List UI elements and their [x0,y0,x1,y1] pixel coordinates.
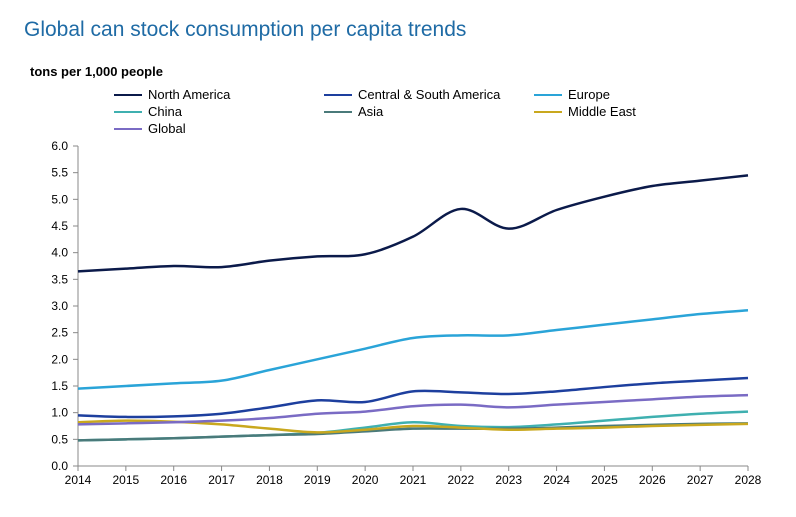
series-line [78,175,748,271]
svg-text:2021: 2021 [400,473,427,487]
legend-item: Europe [534,87,744,102]
series-line [78,395,748,424]
legend-item: North America [114,87,324,102]
legend-label: Asia [358,104,383,119]
svg-text:1.5: 1.5 [51,379,68,393]
legend-swatch [534,94,562,96]
legend-swatch [114,128,142,130]
svg-text:2.5: 2.5 [51,326,68,340]
svg-text:2027: 2027 [687,473,714,487]
svg-text:5.5: 5.5 [51,166,68,180]
legend-label: Global [148,121,186,136]
legend-swatch [114,94,142,96]
legend-label: North America [148,87,230,102]
svg-text:0.5: 0.5 [51,432,68,446]
line-chart-svg: 0.0 0.5 1.0 1.5 2.0 2.5 3.0 3.5 4.0 4.5 5.0 5.5 6.0 2… [24,140,768,496]
svg-text:5.0: 5.0 [51,192,68,206]
chart-title: Global can stock consumption per capita … [24,18,772,42]
svg-text:3.5: 3.5 [51,272,68,286]
svg-text:2026: 2026 [639,473,666,487]
svg-text:4.5: 4.5 [51,219,68,233]
series-line [78,310,748,388]
legend-item: Central & South America [324,87,534,102]
svg-text:3.0: 3.0 [51,299,68,313]
svg-text:2022: 2022 [448,473,475,487]
legend-item: Global [114,121,324,136]
legend-swatch [534,111,562,113]
legend: North America Central & South America Euro… [114,87,772,136]
svg-text:2017: 2017 [208,473,235,487]
legend-label: Central & South America [358,87,500,102]
legend-label: Middle East [568,104,636,119]
svg-text:2014: 2014 [65,473,92,487]
svg-text:2028: 2028 [735,473,762,487]
svg-text:0.0: 0.0 [51,459,68,473]
legend-label: China [148,104,182,119]
svg-text:2015: 2015 [113,473,140,487]
legend-label: Europe [568,87,610,102]
svg-text:2024: 2024 [543,473,570,487]
legend-item: Middle East [534,104,744,119]
svg-text:2023: 2023 [495,473,522,487]
legend-item: Asia [324,104,534,119]
y-axis-label: tons per 1,000 people [30,64,772,79]
svg-text:1.0: 1.0 [51,406,68,420]
svg-text:2016: 2016 [160,473,187,487]
svg-text:4.0: 4.0 [51,246,68,260]
svg-text:2.0: 2.0 [51,352,68,366]
legend-swatch [114,111,142,113]
legend-item: China [114,104,324,119]
chart-plot-area: 0.0 0.5 1.0 1.5 2.0 2.5 3.0 3.5 4.0 4.5 5.0 5.5 6.0 2… [24,140,772,496]
svg-text:6.0: 6.0 [51,140,68,153]
legend-swatch [324,111,352,113]
svg-text:2018: 2018 [256,473,283,487]
svg-text:2019: 2019 [304,473,331,487]
svg-text:2020: 2020 [352,473,379,487]
svg-text:2025: 2025 [591,473,618,487]
legend-swatch [324,94,352,96]
